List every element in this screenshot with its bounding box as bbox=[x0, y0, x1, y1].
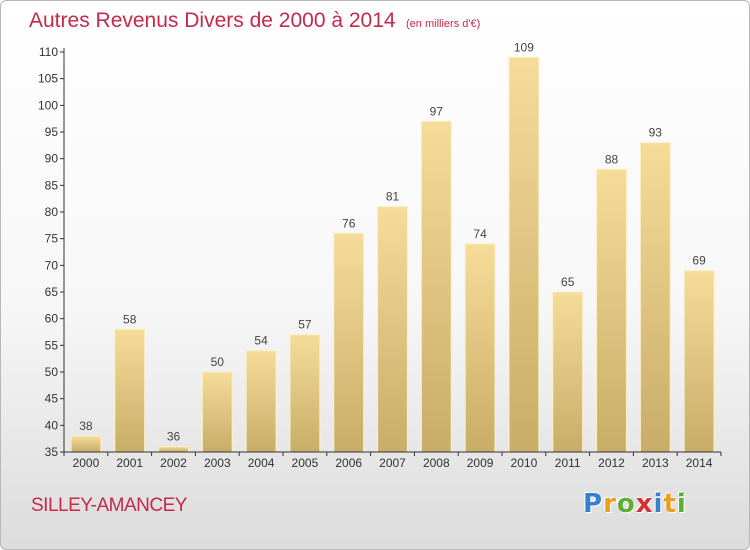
logo-letter: o bbox=[616, 489, 636, 519]
bar-2008 bbox=[420, 120, 452, 453]
data-label-2009: 74 bbox=[473, 227, 487, 241]
data-label-2003: 50 bbox=[211, 355, 225, 369]
x-tick-label-2004: 2004 bbox=[248, 456, 275, 470]
data-label-2013: 93 bbox=[649, 126, 663, 140]
location-name: SILLEY-AMANCEY bbox=[31, 495, 187, 516]
x-tick-label-2014: 2014 bbox=[686, 456, 713, 470]
x-tick-label-2001: 2001 bbox=[116, 456, 143, 470]
y-tick-label-110: 110 bbox=[39, 45, 58, 59]
x-tick-label-2003: 2003 bbox=[204, 456, 231, 470]
bar-2003 bbox=[201, 371, 233, 453]
bar-2009 bbox=[464, 243, 496, 453]
chart-title-text: Autres Revenus Divers de 2000 à 2014 bbox=[29, 9, 396, 32]
y-tick-label-65: 65 bbox=[45, 285, 59, 299]
logo-letter: i bbox=[676, 489, 687, 519]
y-tick-label-50: 50 bbox=[45, 365, 59, 379]
x-tick-label-2002: 2002 bbox=[160, 456, 187, 470]
x-tick-label-2008: 2008 bbox=[423, 456, 450, 470]
y-tick-label-105: 105 bbox=[38, 72, 58, 86]
logo-letter: x bbox=[635, 489, 654, 519]
bar-2011 bbox=[552, 291, 584, 453]
logo-letter: r bbox=[603, 489, 617, 519]
y-tick-label-40: 40 bbox=[45, 418, 59, 432]
bar-2014 bbox=[683, 270, 715, 453]
bar-2005 bbox=[289, 334, 321, 453]
x-tick-label-2000: 2000 bbox=[73, 456, 100, 470]
data-label-2008: 97 bbox=[430, 104, 444, 118]
data-label-2012: 88 bbox=[605, 152, 619, 166]
y-tick-label-70: 70 bbox=[45, 258, 59, 272]
data-label-2010: 109 bbox=[514, 40, 534, 54]
y-tick-label-60: 60 bbox=[45, 312, 59, 326]
data-label-2000: 38 bbox=[79, 419, 93, 433]
logo-letter: t bbox=[663, 489, 677, 519]
x-tick-label-2007: 2007 bbox=[379, 456, 406, 470]
proxiti-logo: Proxiti bbox=[583, 489, 687, 519]
x-tick-label-2005: 2005 bbox=[292, 456, 319, 470]
bar-2013 bbox=[639, 142, 671, 453]
data-label-2004: 54 bbox=[254, 334, 268, 348]
data-label-2006: 76 bbox=[342, 216, 356, 230]
y-tick-label-75: 75 bbox=[45, 232, 59, 246]
data-label-2002: 36 bbox=[167, 430, 181, 444]
bar-2000 bbox=[70, 435, 102, 453]
y-tick-label-85: 85 bbox=[45, 178, 59, 192]
y-tick-label-80: 80 bbox=[45, 205, 59, 219]
chart-title: Autres Revenus Divers de 2000 à 2014 (en… bbox=[29, 9, 480, 33]
y-tick-label-35: 35 bbox=[45, 445, 59, 459]
data-label-2007: 81 bbox=[386, 190, 400, 204]
x-tick-label-2009: 2009 bbox=[467, 456, 494, 470]
logo-letter: P bbox=[583, 489, 604, 519]
x-tick-label-2006: 2006 bbox=[335, 456, 362, 470]
bar-2007 bbox=[377, 206, 408, 453]
bar-2004 bbox=[245, 350, 277, 453]
bar-2002 bbox=[158, 446, 189, 453]
chart-unit: (en milliers d'€) bbox=[406, 18, 481, 30]
x-tick-label-2013: 2013 bbox=[642, 456, 669, 470]
y-tick-label-100: 100 bbox=[38, 98, 58, 112]
bar-2010 bbox=[508, 56, 540, 453]
data-label-2011: 65 bbox=[561, 275, 575, 289]
y-tick-label-55: 55 bbox=[45, 338, 59, 352]
bar-2012 bbox=[596, 168, 627, 453]
x-tick-label-2011: 2011 bbox=[555, 456, 581, 470]
x-tick-label-2010: 2010 bbox=[511, 456, 538, 470]
bar-2006 bbox=[333, 232, 365, 453]
x-tick-label-2012: 2012 bbox=[598, 456, 625, 470]
data-label-2005: 57 bbox=[298, 318, 312, 332]
data-label-2001: 58 bbox=[123, 312, 137, 326]
logo-letter: i bbox=[653, 489, 664, 519]
y-tick-label-95: 95 bbox=[45, 125, 59, 139]
data-label-2014: 69 bbox=[692, 254, 706, 268]
bar-2001 bbox=[114, 328, 146, 453]
y-tick-label-90: 90 bbox=[45, 152, 59, 166]
y-tick-label-45: 45 bbox=[45, 392, 59, 406]
